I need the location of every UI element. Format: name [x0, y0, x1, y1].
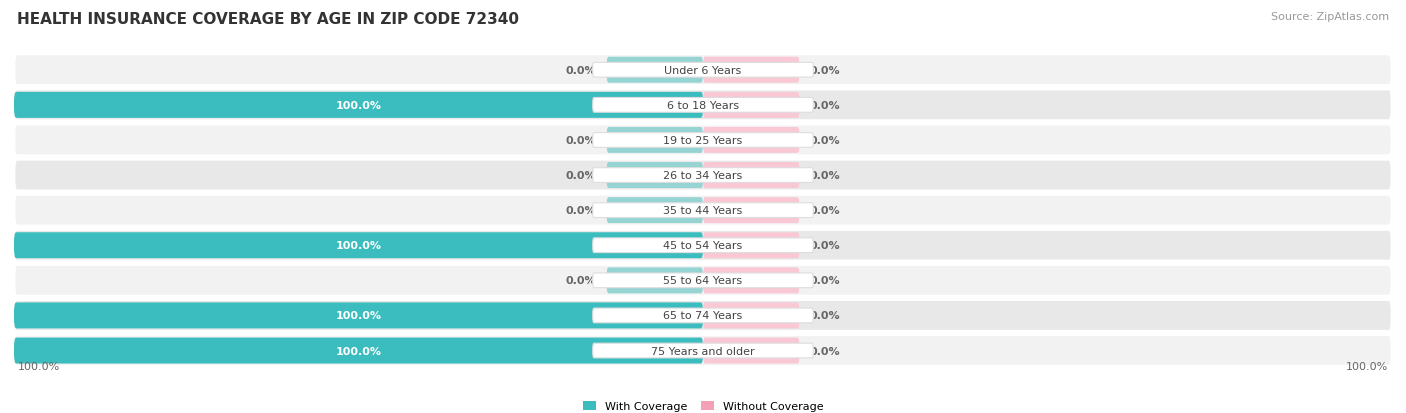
FancyBboxPatch shape — [703, 93, 800, 119]
Text: 35 to 44 Years: 35 to 44 Years — [664, 206, 742, 216]
FancyBboxPatch shape — [593, 98, 813, 113]
FancyBboxPatch shape — [14, 90, 1392, 121]
FancyBboxPatch shape — [14, 303, 703, 329]
Text: 100.0%: 100.0% — [336, 241, 381, 251]
Text: Under 6 Years: Under 6 Years — [665, 66, 741, 76]
FancyBboxPatch shape — [14, 55, 1392, 86]
Legend: With Coverage, Without Coverage: With Coverage, Without Coverage — [582, 401, 824, 411]
Text: 65 to 74 Years: 65 to 74 Years — [664, 311, 742, 320]
Text: 0.0%: 0.0% — [565, 206, 596, 216]
Text: 0.0%: 0.0% — [810, 101, 841, 111]
FancyBboxPatch shape — [606, 268, 703, 294]
FancyBboxPatch shape — [14, 233, 703, 259]
Text: 45 to 54 Years: 45 to 54 Years — [664, 241, 742, 251]
Text: 0.0%: 0.0% — [810, 275, 841, 286]
Text: 19 to 25 Years: 19 to 25 Years — [664, 135, 742, 146]
Text: 0.0%: 0.0% — [810, 206, 841, 216]
FancyBboxPatch shape — [606, 163, 703, 189]
FancyBboxPatch shape — [703, 338, 800, 364]
FancyBboxPatch shape — [14, 125, 1392, 157]
Text: Source: ZipAtlas.com: Source: ZipAtlas.com — [1271, 12, 1389, 22]
FancyBboxPatch shape — [14, 265, 1392, 297]
FancyBboxPatch shape — [593, 63, 813, 78]
FancyBboxPatch shape — [703, 303, 800, 329]
FancyBboxPatch shape — [703, 233, 800, 259]
Text: HEALTH INSURANCE COVERAGE BY AGE IN ZIP CODE 72340: HEALTH INSURANCE COVERAGE BY AGE IN ZIP … — [17, 12, 519, 27]
FancyBboxPatch shape — [14, 300, 1392, 331]
FancyBboxPatch shape — [593, 203, 813, 218]
Text: 6 to 18 Years: 6 to 18 Years — [666, 101, 740, 111]
Text: 100.0%: 100.0% — [1347, 361, 1389, 371]
Text: 0.0%: 0.0% — [810, 135, 841, 146]
Text: 26 to 34 Years: 26 to 34 Years — [664, 171, 742, 180]
FancyBboxPatch shape — [14, 338, 703, 364]
Text: 0.0%: 0.0% — [810, 346, 841, 356]
FancyBboxPatch shape — [14, 160, 1392, 191]
FancyBboxPatch shape — [703, 198, 800, 223]
FancyBboxPatch shape — [703, 57, 800, 83]
FancyBboxPatch shape — [606, 57, 703, 83]
FancyBboxPatch shape — [14, 195, 1392, 226]
FancyBboxPatch shape — [593, 168, 813, 183]
Text: 0.0%: 0.0% — [565, 171, 596, 180]
Text: 0.0%: 0.0% — [810, 311, 841, 320]
FancyBboxPatch shape — [14, 335, 1392, 366]
Text: 100.0%: 100.0% — [336, 101, 381, 111]
FancyBboxPatch shape — [703, 128, 800, 154]
Text: 0.0%: 0.0% — [565, 66, 596, 76]
FancyBboxPatch shape — [606, 128, 703, 154]
Text: 0.0%: 0.0% — [810, 171, 841, 180]
FancyBboxPatch shape — [14, 93, 703, 119]
FancyBboxPatch shape — [14, 230, 1392, 261]
Text: 55 to 64 Years: 55 to 64 Years — [664, 275, 742, 286]
FancyBboxPatch shape — [593, 309, 813, 323]
FancyBboxPatch shape — [606, 198, 703, 223]
Text: 75 Years and older: 75 Years and older — [651, 346, 755, 356]
FancyBboxPatch shape — [703, 268, 800, 294]
FancyBboxPatch shape — [593, 343, 813, 358]
Text: 100.0%: 100.0% — [336, 346, 381, 356]
FancyBboxPatch shape — [593, 238, 813, 253]
Text: 0.0%: 0.0% — [810, 241, 841, 251]
Text: 0.0%: 0.0% — [810, 66, 841, 76]
Text: 0.0%: 0.0% — [565, 275, 596, 286]
Text: 0.0%: 0.0% — [565, 135, 596, 146]
Text: 100.0%: 100.0% — [336, 311, 381, 320]
Text: 100.0%: 100.0% — [17, 361, 59, 371]
FancyBboxPatch shape — [593, 273, 813, 288]
FancyBboxPatch shape — [593, 133, 813, 148]
FancyBboxPatch shape — [703, 163, 800, 189]
